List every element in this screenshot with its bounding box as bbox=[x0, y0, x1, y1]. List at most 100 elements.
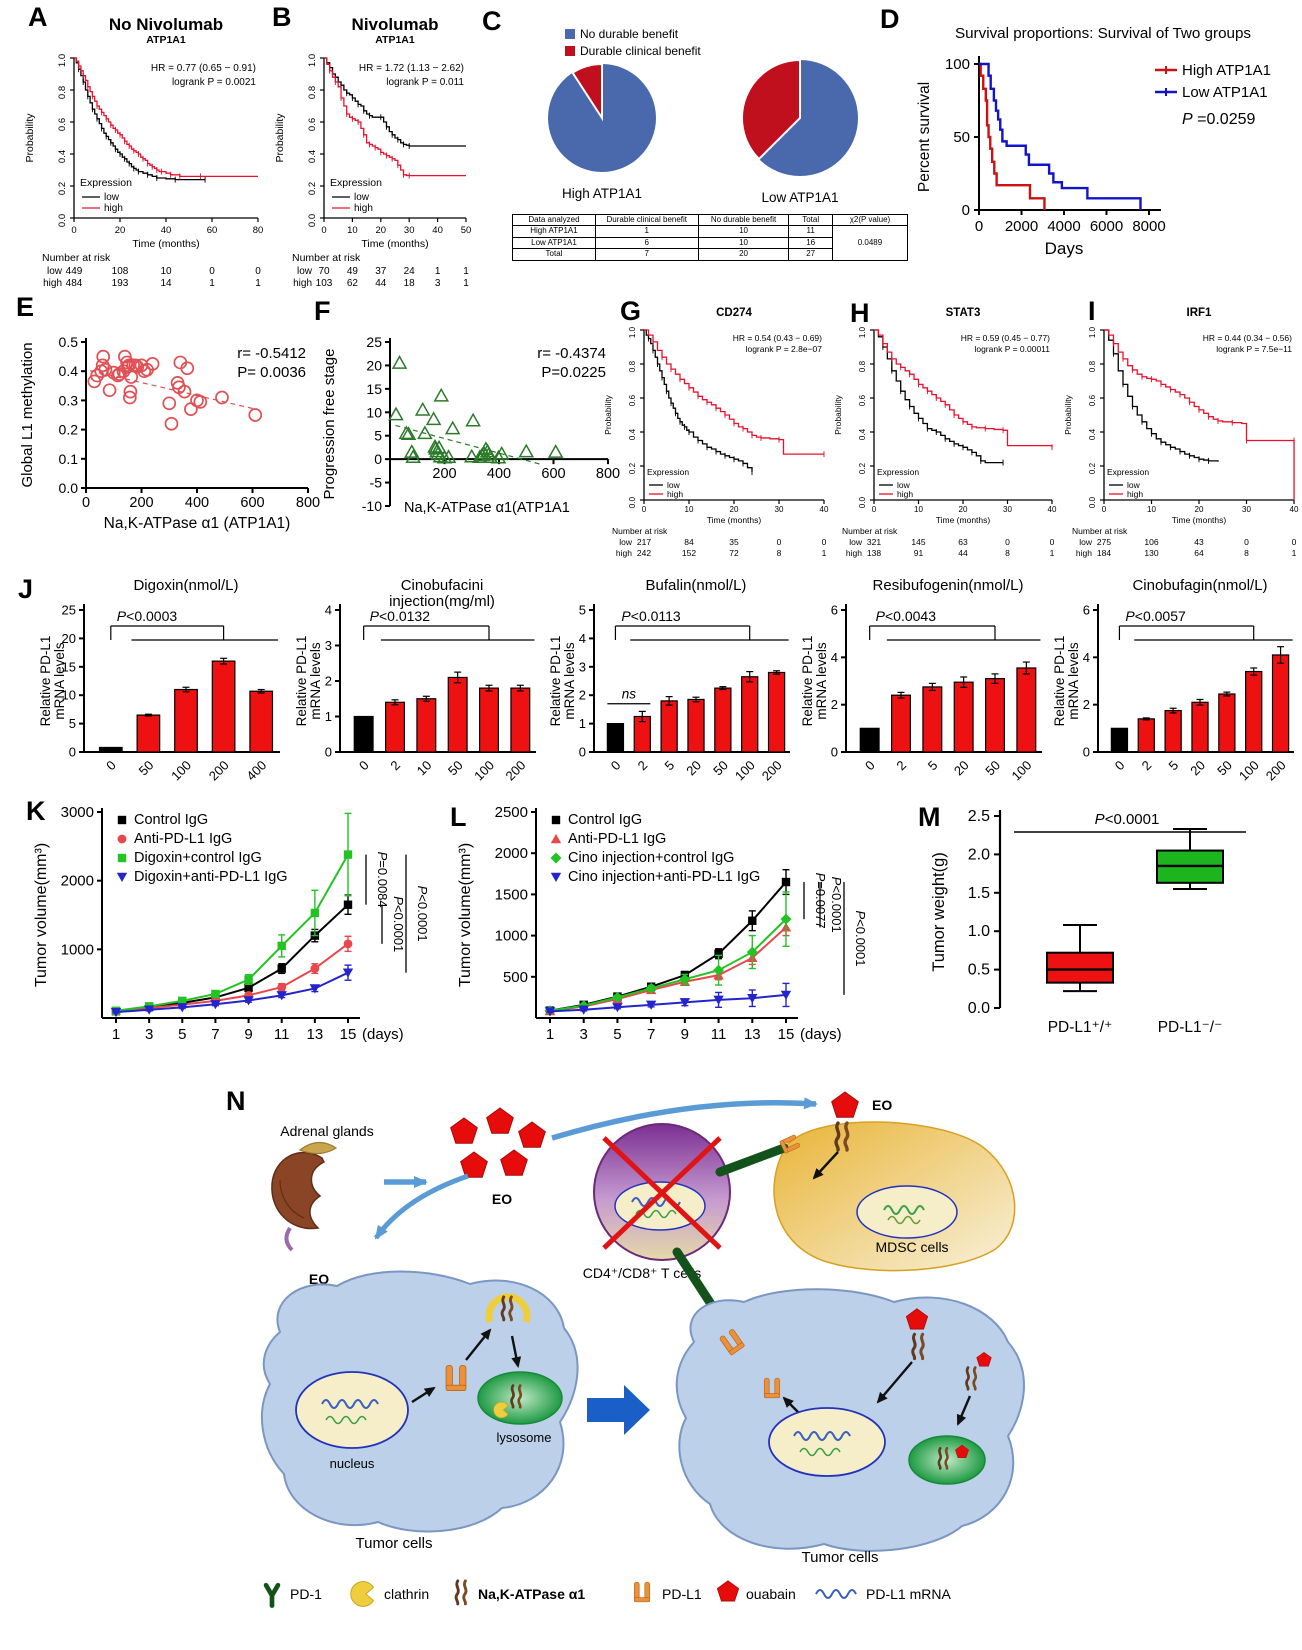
svg-text:0.4: 0.4 bbox=[628, 428, 637, 440]
svg-text:Time (months): Time (months) bbox=[361, 238, 428, 250]
svg-text:200: 200 bbox=[503, 758, 529, 784]
svg-text:(days): (days) bbox=[800, 1026, 842, 1043]
svg-text:1.0: 1.0 bbox=[1088, 326, 1097, 338]
arrow-eo-to-tumor bbox=[373, 1173, 469, 1240]
svg-text:0: 0 bbox=[831, 745, 838, 760]
svg-text:40: 40 bbox=[1048, 505, 1057, 514]
svg-text:logrank P = 0.011: logrank P = 0.011 bbox=[386, 77, 464, 88]
svg-text:STAT3: STAT3 bbox=[946, 307, 981, 319]
svg-text:20: 20 bbox=[1195, 505, 1204, 514]
svg-text:14: 14 bbox=[160, 278, 172, 289]
svg-text:8: 8 bbox=[1005, 548, 1010, 558]
pdl1-icon bbox=[633, 1581, 651, 1603]
svg-text:Tumor volume(mm³): Tumor volume(mm³) bbox=[33, 843, 50, 987]
svg-text:0: 0 bbox=[103, 758, 119, 774]
svg-text:PD-L1⁻/⁻: PD-L1⁻/⁻ bbox=[1158, 1019, 1223, 1036]
svg-text:449: 449 bbox=[66, 266, 83, 277]
svg-text:0: 0 bbox=[579, 745, 586, 760]
ouabain-legend-label: ouabain bbox=[746, 1586, 796, 1602]
ouabain-top bbox=[831, 1091, 859, 1118]
svg-text:0.8: 0.8 bbox=[1088, 360, 1097, 372]
svg-text:0.0: 0.0 bbox=[1088, 496, 1097, 508]
svg-text:0: 0 bbox=[608, 758, 624, 774]
svg-text:400: 400 bbox=[243, 758, 269, 784]
svg-text:low: low bbox=[619, 537, 633, 547]
svg-text:HR = 1.72 (1.13 − 2.62): HR = 1.72 (1.13 − 2.62) bbox=[359, 63, 464, 74]
svg-text:4000: 4000 bbox=[1047, 218, 1080, 235]
svg-text:400: 400 bbox=[487, 466, 511, 482]
svg-text:high: high bbox=[293, 278, 312, 289]
svg-text:15: 15 bbox=[778, 1026, 795, 1043]
svg-text:5: 5 bbox=[662, 758, 678, 774]
progression-scatter-plot: -10 -5 0 5 10 15 20 25 200 400 600 800 r= -0.4374 P=0… bbox=[321, 334, 620, 516]
methylation-scatter-plot: 0.0 0.1 0.2 0.3 0.4 0.5 0 200 400 600 800 r= -0.541… bbox=[19, 334, 320, 532]
svg-text:high: high bbox=[667, 489, 683, 499]
svg-text:13: 13 bbox=[307, 1026, 324, 1043]
svg-text:4: 4 bbox=[325, 603, 332, 618]
svg-text:Cino injection+anti-PD-L1 IgG: Cino injection+anti-PD-L1 IgG bbox=[568, 869, 760, 885]
svg-text:0: 0 bbox=[209, 266, 215, 277]
svg-text:Cinobufacini: Cinobufacini bbox=[401, 577, 484, 594]
svg-text:2: 2 bbox=[387, 758, 403, 774]
svg-text:injection(mg/ml): injection(mg/ml) bbox=[389, 593, 495, 610]
svg-text:0.3: 0.3 bbox=[59, 392, 79, 408]
svg-text:Days: Days bbox=[1045, 239, 1084, 258]
svg-text:HR = 0.44 (0.34 − 0.56): HR = 0.44 (0.34 − 0.56) bbox=[1203, 333, 1292, 343]
svg-text:1: 1 bbox=[1050, 548, 1055, 558]
svg-text:35: 35 bbox=[729, 537, 739, 547]
svg-text:3: 3 bbox=[145, 1026, 153, 1043]
svg-text:4: 4 bbox=[579, 631, 586, 646]
svg-text:P<0.0113: P<0.0113 bbox=[621, 608, 681, 624]
svg-text:r= -0.4374: r= -0.4374 bbox=[537, 345, 606, 362]
svg-text:40: 40 bbox=[1290, 505, 1299, 514]
svg-text:1: 1 bbox=[1292, 548, 1297, 558]
svg-text:2: 2 bbox=[325, 674, 332, 689]
svg-text:Probability: Probability bbox=[1063, 394, 1073, 434]
svg-text:No durable benefit: No durable benefit bbox=[580, 27, 679, 41]
svg-text:800: 800 bbox=[296, 495, 320, 511]
km-plot-cd274: CD274 HR = 0.54 (0.43 − 0.69)logrank P = … bbox=[603, 307, 829, 558]
svg-text:Relative PD-L1: Relative PD-L1 bbox=[1052, 636, 1067, 727]
svg-text:0.0: 0.0 bbox=[57, 214, 68, 227]
svg-text:9: 9 bbox=[681, 1026, 689, 1043]
svg-text:15: 15 bbox=[62, 659, 76, 674]
svg-text:0: 0 bbox=[321, 225, 326, 236]
atpase-legend-label: Na,K-ATPase α1 bbox=[478, 1586, 585, 1602]
svg-text:ATP1A1: ATP1A1 bbox=[375, 34, 415, 46]
ouabain-icon bbox=[716, 1580, 740, 1602]
panel-letter-m: M bbox=[918, 802, 941, 832]
svg-text:high: high bbox=[354, 203, 373, 214]
svg-text:1: 1 bbox=[579, 716, 586, 731]
svg-text:1500: 1500 bbox=[495, 886, 528, 903]
svg-text:70: 70 bbox=[318, 266, 330, 277]
arrow-eo-to-mdsc bbox=[551, 1097, 818, 1141]
svg-text:0.0: 0.0 bbox=[628, 496, 637, 508]
svg-text:8: 8 bbox=[777, 548, 782, 558]
svg-text:0.2: 0.2 bbox=[307, 182, 318, 195]
panel-letter-g: G bbox=[620, 296, 642, 326]
arrow-into-mdsc bbox=[812, 1151, 839, 1180]
svg-text:200: 200 bbox=[129, 495, 153, 511]
svg-text:3000: 3000 bbox=[61, 804, 94, 821]
svg-text:200: 200 bbox=[1263, 758, 1289, 784]
svg-text:20: 20 bbox=[366, 357, 382, 373]
svg-text:0: 0 bbox=[975, 218, 983, 235]
svg-text:0.8: 0.8 bbox=[57, 86, 68, 99]
svg-text:3: 3 bbox=[580, 1026, 588, 1043]
svg-text:Anti-PD-L1 IgG: Anti-PD-L1 IgG bbox=[568, 831, 666, 847]
svg-text:Control IgG: Control IgG bbox=[134, 812, 208, 828]
svg-text:1: 1 bbox=[546, 1026, 554, 1043]
panel-letter-a: A bbox=[28, 2, 48, 32]
svg-text:Number at risk: Number at risk bbox=[842, 526, 898, 536]
svg-text:Cino injection+control IgG: Cino injection+control IgG bbox=[568, 850, 734, 866]
tumor-cell-left: nucleus lysosome Tumor cells bbox=[260, 1270, 579, 1552]
svg-text:11: 11 bbox=[274, 1026, 290, 1043]
svg-text:0.4: 0.4 bbox=[307, 150, 318, 163]
svg-text:217: 217 bbox=[637, 537, 651, 547]
svg-text:100: 100 bbox=[471, 758, 497, 784]
svg-text:11: 11 bbox=[711, 1026, 727, 1043]
svg-text:2: 2 bbox=[831, 697, 838, 712]
svg-text:15: 15 bbox=[366, 381, 382, 397]
svg-text:0.2: 0.2 bbox=[57, 182, 68, 195]
